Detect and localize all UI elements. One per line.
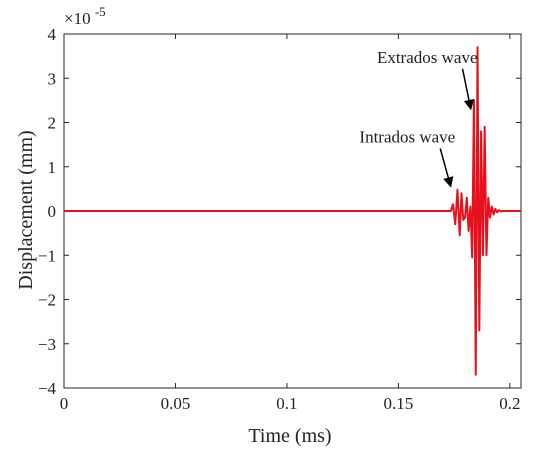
y-tick-label: 0 <box>48 202 57 221</box>
y-tick-label: −2 <box>38 291 56 310</box>
annotation-arrow <box>439 148 454 188</box>
y-multiplier-exponent: -5 <box>95 4 106 19</box>
annotations: Extrados wave Intrados wave <box>359 48 478 188</box>
annotation-label: Intrados wave <box>359 127 455 146</box>
y-multiplier-base: ×10 <box>64 9 91 28</box>
x-tick-label: 0.2 <box>499 394 520 413</box>
y-tick-label: 2 <box>48 114 57 133</box>
y-tick-label: 4 <box>48 25 57 44</box>
y-tick-label: −4 <box>38 379 57 398</box>
y-tick-label: 1 <box>48 158 57 177</box>
x-axis-title: Time (ms) <box>248 425 331 447</box>
annotation-arrow <box>461 68 475 111</box>
y-tick-label: −1 <box>38 246 56 265</box>
y-multiplier-label: ×10 -5 <box>64 4 106 28</box>
annotation-label: Extrados wave <box>377 48 478 67</box>
x-tick-label: 0.15 <box>384 394 414 413</box>
x-tick-label: 0 <box>60 394 69 413</box>
y-axis-title: Displacement (mm) <box>15 130 37 289</box>
series-layer <box>64 46 521 376</box>
y-tick-label: −3 <box>38 335 56 354</box>
y-tick-label: 3 <box>48 69 57 88</box>
series-line <box>64 46 521 376</box>
tick-labels: 0 0.05 0.1 0.15 0.2 −4 −3 −2 −1 0 1 2 3 4 <box>38 25 521 413</box>
x-tick-label: 0.05 <box>161 394 191 413</box>
x-tick-label: 0.1 <box>276 394 297 413</box>
